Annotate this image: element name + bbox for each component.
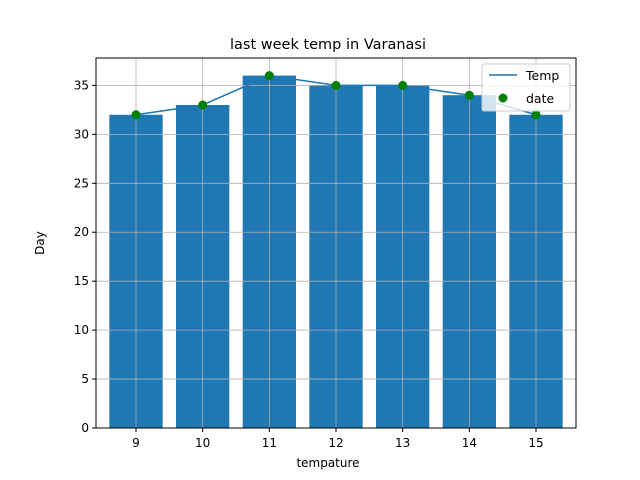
date-point-9 — [131, 110, 141, 120]
legend-temp-label: Temp — [525, 68, 559, 83]
x-tick-label-9: 9 — [132, 436, 140, 450]
y-tick-label-35: 35 — [74, 78, 89, 92]
date-point-13 — [398, 80, 408, 90]
x-axis-ticks: 9 10 11 12 13 14 15 — [132, 428, 544, 450]
date-point-12 — [331, 80, 341, 90]
x-tick-label-10: 10 — [195, 436, 210, 450]
x-tick-label-12: 12 — [328, 436, 343, 450]
y-tick-label-5: 5 — [81, 372, 89, 386]
legend-date-swatch — [498, 93, 508, 103]
date-point-11 — [264, 71, 274, 81]
x-tick-label-14: 14 — [462, 436, 477, 450]
y-tick-label-20: 20 — [74, 225, 89, 239]
y-tick-label-30: 30 — [74, 127, 89, 141]
date-scatter-series — [131, 71, 541, 120]
date-point-14 — [464, 90, 474, 100]
date-point-15 — [531, 110, 541, 120]
x-tick-label-15: 15 — [528, 436, 543, 450]
y-tick-label-10: 10 — [74, 323, 89, 337]
y-axis-ticks: 0 5 10 15 20 25 30 35 — [74, 78, 96, 435]
x-tick-label-13: 13 — [395, 436, 410, 450]
y-tick-label-0: 0 — [81, 421, 89, 435]
y-tick-label-25: 25 — [74, 176, 89, 190]
legend-date-label: date — [526, 91, 554, 106]
x-tick-label-11: 11 — [262, 436, 277, 450]
chart-title: last week temp in Varanasi — [230, 37, 426, 53]
y-axis-label: Day — [33, 231, 47, 255]
x-axis-label: tempature — [296, 456, 359, 470]
legend: Temp date — [481, 63, 571, 112]
date-point-10 — [198, 100, 208, 110]
y-tick-label-15: 15 — [74, 274, 89, 288]
